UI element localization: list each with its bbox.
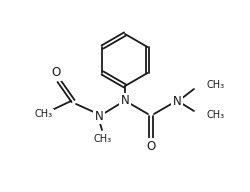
Text: O: O	[146, 140, 156, 152]
Text: N: N	[95, 109, 104, 122]
Text: N: N	[120, 94, 130, 108]
Text: N: N	[172, 94, 181, 108]
Text: CH₃: CH₃	[207, 80, 225, 90]
Text: O: O	[52, 66, 61, 79]
Text: CH₃: CH₃	[35, 109, 53, 119]
Text: CH₃: CH₃	[207, 110, 225, 120]
Text: CH₃: CH₃	[94, 134, 112, 144]
